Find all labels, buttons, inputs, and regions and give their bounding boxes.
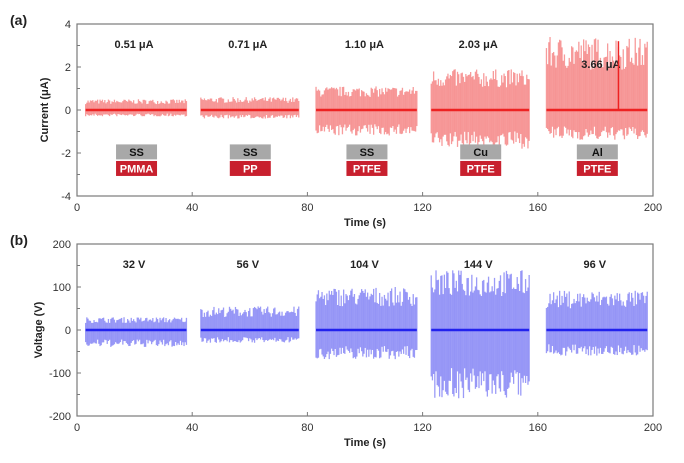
peak-annotation: 104 V	[350, 259, 379, 271]
peak-annotation: 2.03 μA	[459, 39, 498, 51]
x-tick-label: 200	[644, 202, 662, 214]
peak-annotation: 0.51 μA	[114, 39, 153, 51]
series-cu-ptfe: 2.03 μA Cu PTFE	[430, 39, 530, 176]
dielectric-badge	[229, 160, 271, 176]
peak-annotation: 32 V	[123, 259, 146, 271]
x-tick-label: 160	[529, 422, 547, 434]
x-tick-label: 80	[301, 202, 313, 214]
electrode-label: SS	[129, 147, 144, 159]
y-tick-label: -200	[49, 411, 71, 423]
electrode-badge	[116, 144, 158, 160]
dielectric-label: PMMA	[120, 163, 154, 175]
x-tick-label: 80	[301, 422, 313, 434]
y-tick-label: 100	[53, 282, 71, 294]
electrode-badge	[229, 144, 271, 160]
series-ss-ptfe: 1.10 μA SS PTFE	[315, 39, 418, 176]
y-tick-label: -2	[61, 148, 71, 160]
series-ss-pmma: 32 V	[84, 259, 188, 347]
electrode-badge	[576, 144, 618, 160]
electrode-badge	[346, 144, 388, 160]
x-tick-label: 160	[529, 202, 547, 214]
electrode-label: SS	[243, 147, 258, 159]
electrode-label: Al	[592, 147, 603, 159]
dielectric-label: PTFE	[353, 163, 381, 175]
dielectric-badge	[576, 160, 618, 176]
electrode-badge	[460, 144, 502, 160]
x-tick-label: 200	[644, 422, 662, 434]
y-axis-title: Current (μA)	[39, 77, 51, 142]
panel-label: (b)	[10, 232, 28, 248]
dielectric-badge	[346, 160, 388, 176]
y-tick-label: 200	[53, 239, 71, 251]
series-al-ptfe: 96 V	[545, 259, 648, 356]
y-tick-label: 4	[65, 19, 71, 31]
y-tick-label: 0	[65, 105, 71, 117]
y-tick-label: -4	[61, 191, 71, 203]
x-tick-label: 40	[186, 422, 198, 434]
x-tick-label: 40	[186, 202, 198, 214]
series-ss-pp: 0.71 μA SS PP	[200, 39, 300, 176]
series-ss-ptfe: 104 V	[315, 259, 418, 360]
peak-annotation: 0.71 μA	[228, 39, 267, 51]
x-tick-label: 120	[413, 422, 431, 434]
x-axis-title: Time (s)	[344, 437, 386, 449]
dielectric-badge	[116, 160, 158, 176]
electrode-label: Cu	[473, 147, 488, 159]
peak-annotation: 3.66 μA	[581, 59, 620, 71]
series-ss-pmma: 0.51 μA SS PMMA	[84, 39, 188, 176]
dielectric-label: PTFE	[467, 163, 495, 175]
dielectric-label: PP	[243, 163, 258, 175]
y-tick-label: 0	[65, 325, 71, 337]
x-tick-label: 0	[74, 422, 80, 434]
dielectric-badge	[460, 160, 502, 176]
peak-annotation: 1.10 μA	[345, 39, 384, 51]
y-axis-title: Voltage (V)	[33, 301, 45, 358]
peak-annotation: 56 V	[236, 259, 259, 271]
peak-annotation: 96 V	[584, 259, 607, 271]
panel-label: (a)	[10, 12, 27, 28]
y-tick-label: 2	[65, 62, 71, 74]
dielectric-label: PTFE	[583, 163, 611, 175]
electrode-label: SS	[360, 147, 375, 159]
x-axis-title: Time (s)	[344, 217, 386, 229]
series-cu-ptfe: 144 V	[430, 259, 530, 399]
x-tick-label: 0	[74, 202, 80, 214]
series-al-ptfe: 3.66 μA Al PTFE	[545, 37, 648, 176]
peak-annotation: 144 V	[464, 259, 493, 271]
y-tick-label: -100	[49, 368, 71, 380]
x-tick-label: 120	[413, 202, 431, 214]
series-ss-pp: 56 V	[200, 259, 300, 343]
